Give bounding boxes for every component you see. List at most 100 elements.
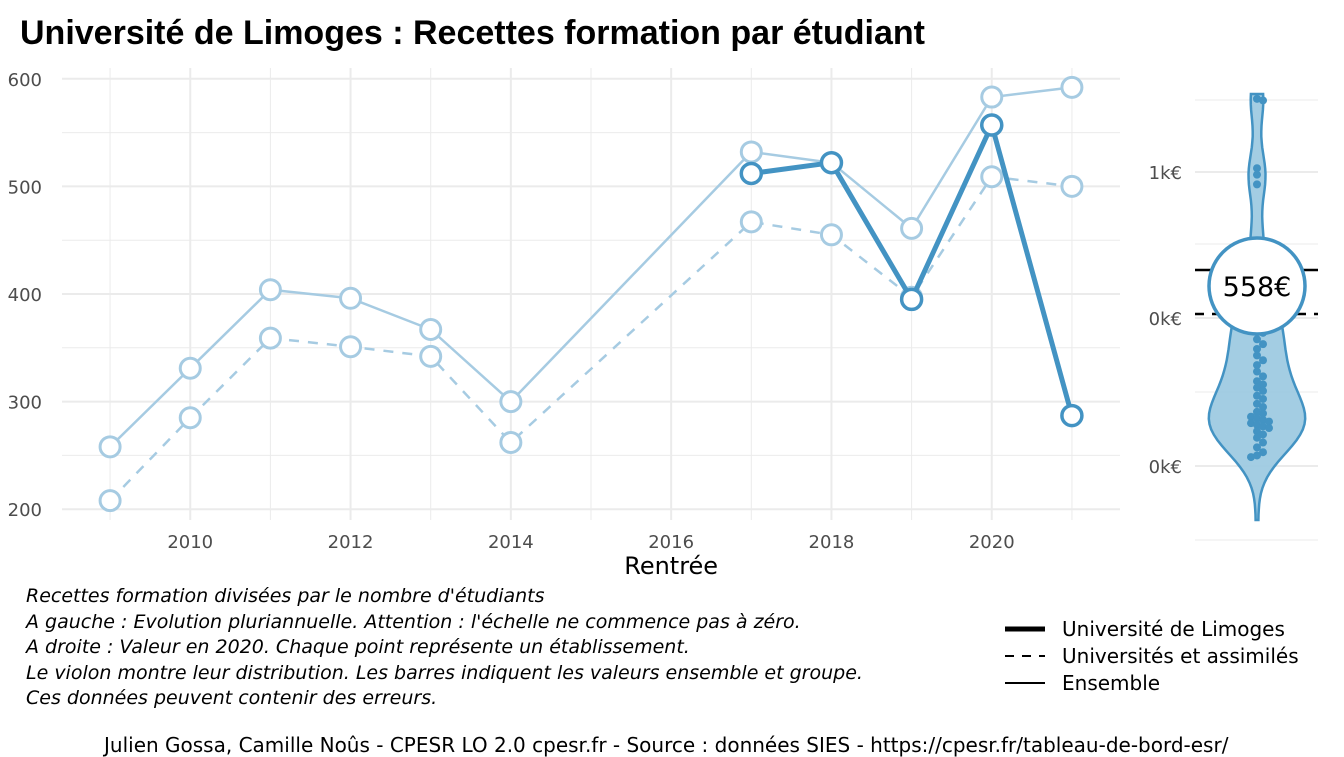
data-point	[258, 326, 282, 350]
data-point	[899, 287, 924, 312]
legend: Université de Limoges Universités et ass…	[1005, 615, 1299, 696]
violin-point	[1259, 430, 1267, 439]
x-tick-label: 2012	[328, 532, 374, 553]
violin-point	[1253, 361, 1261, 370]
violin-point	[1253, 414, 1261, 423]
data-point	[419, 318, 443, 342]
y-tick-label: 600	[8, 70, 42, 91]
series-line	[109, 175, 1073, 502]
legend-item-ensemble: Ensemble	[1005, 669, 1299, 696]
violin-point	[1259, 394, 1267, 403]
violin-point	[1253, 351, 1261, 360]
legend-label: Université de Limoges	[1062, 616, 1285, 641]
violin-point	[1253, 94, 1261, 103]
note-line: A gauche : Evolution pluriannuelle. Atte…	[26, 610, 801, 633]
legend-key-solid	[1005, 676, 1045, 690]
violin-point	[1253, 433, 1261, 442]
violin-y-tick-label: 0k€	[1149, 457, 1182, 478]
data-point	[1060, 75, 1084, 99]
violin-point	[1259, 409, 1267, 418]
y-tick-label: 500	[8, 177, 42, 198]
data-point	[1060, 403, 1084, 428]
data-point	[739, 140, 763, 164]
violin-point	[1247, 419, 1255, 428]
line-chart-panel: 200 300 400 500 600 2010 2012 2014 2016 2018 2020 R…	[8, 68, 1120, 580]
data-point	[98, 489, 122, 513]
data-point	[499, 431, 523, 455]
data-point	[339, 286, 363, 310]
violin-point	[1253, 367, 1261, 376]
violin-point	[1259, 448, 1267, 457]
violin-point	[1253, 377, 1261, 386]
note-line: Ces données peuvent contenir des erreurs…	[26, 687, 438, 709]
data-point	[258, 278, 282, 302]
y-tick-label: 300	[8, 393, 42, 414]
legend-key-dashed	[1005, 649, 1045, 663]
violin-point	[1253, 170, 1261, 179]
violin-point	[1253, 451, 1261, 460]
chart-notes: Recettes formation divisées par le nombr…	[26, 584, 863, 712]
data-point	[419, 344, 443, 368]
data-point	[980, 85, 1004, 109]
violin-point	[1253, 164, 1261, 173]
x-tick-label: 2018	[809, 532, 855, 553]
legend-item-limoges: Université de Limoges	[1005, 615, 1299, 642]
violin-y-tick-label: 0k€	[1149, 309, 1182, 330]
data-point	[178, 406, 202, 430]
violin-point	[1259, 438, 1267, 447]
data-point	[98, 435, 122, 459]
violin-point	[1253, 391, 1261, 400]
chart-title: Université de Limoges : Recettes formati…	[20, 14, 925, 52]
note-line: A droite : Valeur en 2020. Chaque point …	[26, 636, 690, 658]
violin-point	[1253, 383, 1261, 392]
violin-y-tick-label: 1k€	[1149, 163, 1182, 184]
violin-point	[1253, 399, 1261, 408]
data-point	[819, 150, 844, 175]
legend-item-universites: Universités et assimilés	[1005, 642, 1299, 669]
data-point	[499, 390, 523, 414]
highlight-label: 558€	[1223, 272, 1292, 303]
data-point	[739, 210, 763, 234]
data-point	[739, 161, 764, 186]
violin-point	[1253, 427, 1261, 436]
violin-point	[1253, 180, 1261, 189]
violin-point	[1259, 372, 1267, 381]
data-point	[980, 113, 1004, 137]
violin-point	[1265, 417, 1273, 426]
data-point	[1060, 174, 1084, 198]
y-tick-label: 400	[8, 285, 42, 306]
data-point	[819, 223, 843, 247]
x-tick-label: 2020	[969, 532, 1015, 553]
source-caption: Julien Gossa, Camille Noûs - CPESR LO 2.…	[104, 733, 1229, 757]
x-tick-label: 2010	[167, 532, 213, 553]
note-line: Le violon montre leur distribution. Les …	[26, 661, 863, 684]
violin-point	[1265, 424, 1273, 433]
x-tick-label: 2016	[648, 532, 694, 553]
violin-point	[1253, 420, 1261, 429]
violin-point	[1247, 453, 1255, 462]
violin-point	[1253, 443, 1261, 452]
violin-point	[1259, 386, 1267, 395]
violin-point	[1247, 412, 1255, 421]
note-line: Recettes formation divisées par le nombr…	[26, 585, 545, 607]
violin-point	[1259, 403, 1267, 412]
data-point	[980, 165, 1004, 189]
legend-key-thick-solid	[1005, 622, 1045, 636]
x-tick-label: 2014	[488, 532, 534, 553]
violin-point	[1259, 96, 1267, 105]
violin-point	[1253, 344, 1261, 353]
y-tick-label: 200	[8, 500, 42, 521]
highlight-circle	[1207, 236, 1307, 336]
legend-label: Universités et assimilés	[1062, 643, 1299, 668]
data-point	[339, 335, 363, 359]
violin-point	[1259, 356, 1267, 365]
violin-point	[1259, 380, 1267, 389]
violin-point	[1253, 407, 1261, 416]
violin-point	[1253, 335, 1261, 344]
violin-chart-panel: 1k€ 0k€ 0k€ 558€	[1149, 92, 1318, 541]
violin-point	[1259, 340, 1267, 349]
violin-point	[1259, 415, 1267, 424]
data-point	[900, 216, 924, 240]
x-axis-title: Rentrée	[624, 552, 718, 580]
